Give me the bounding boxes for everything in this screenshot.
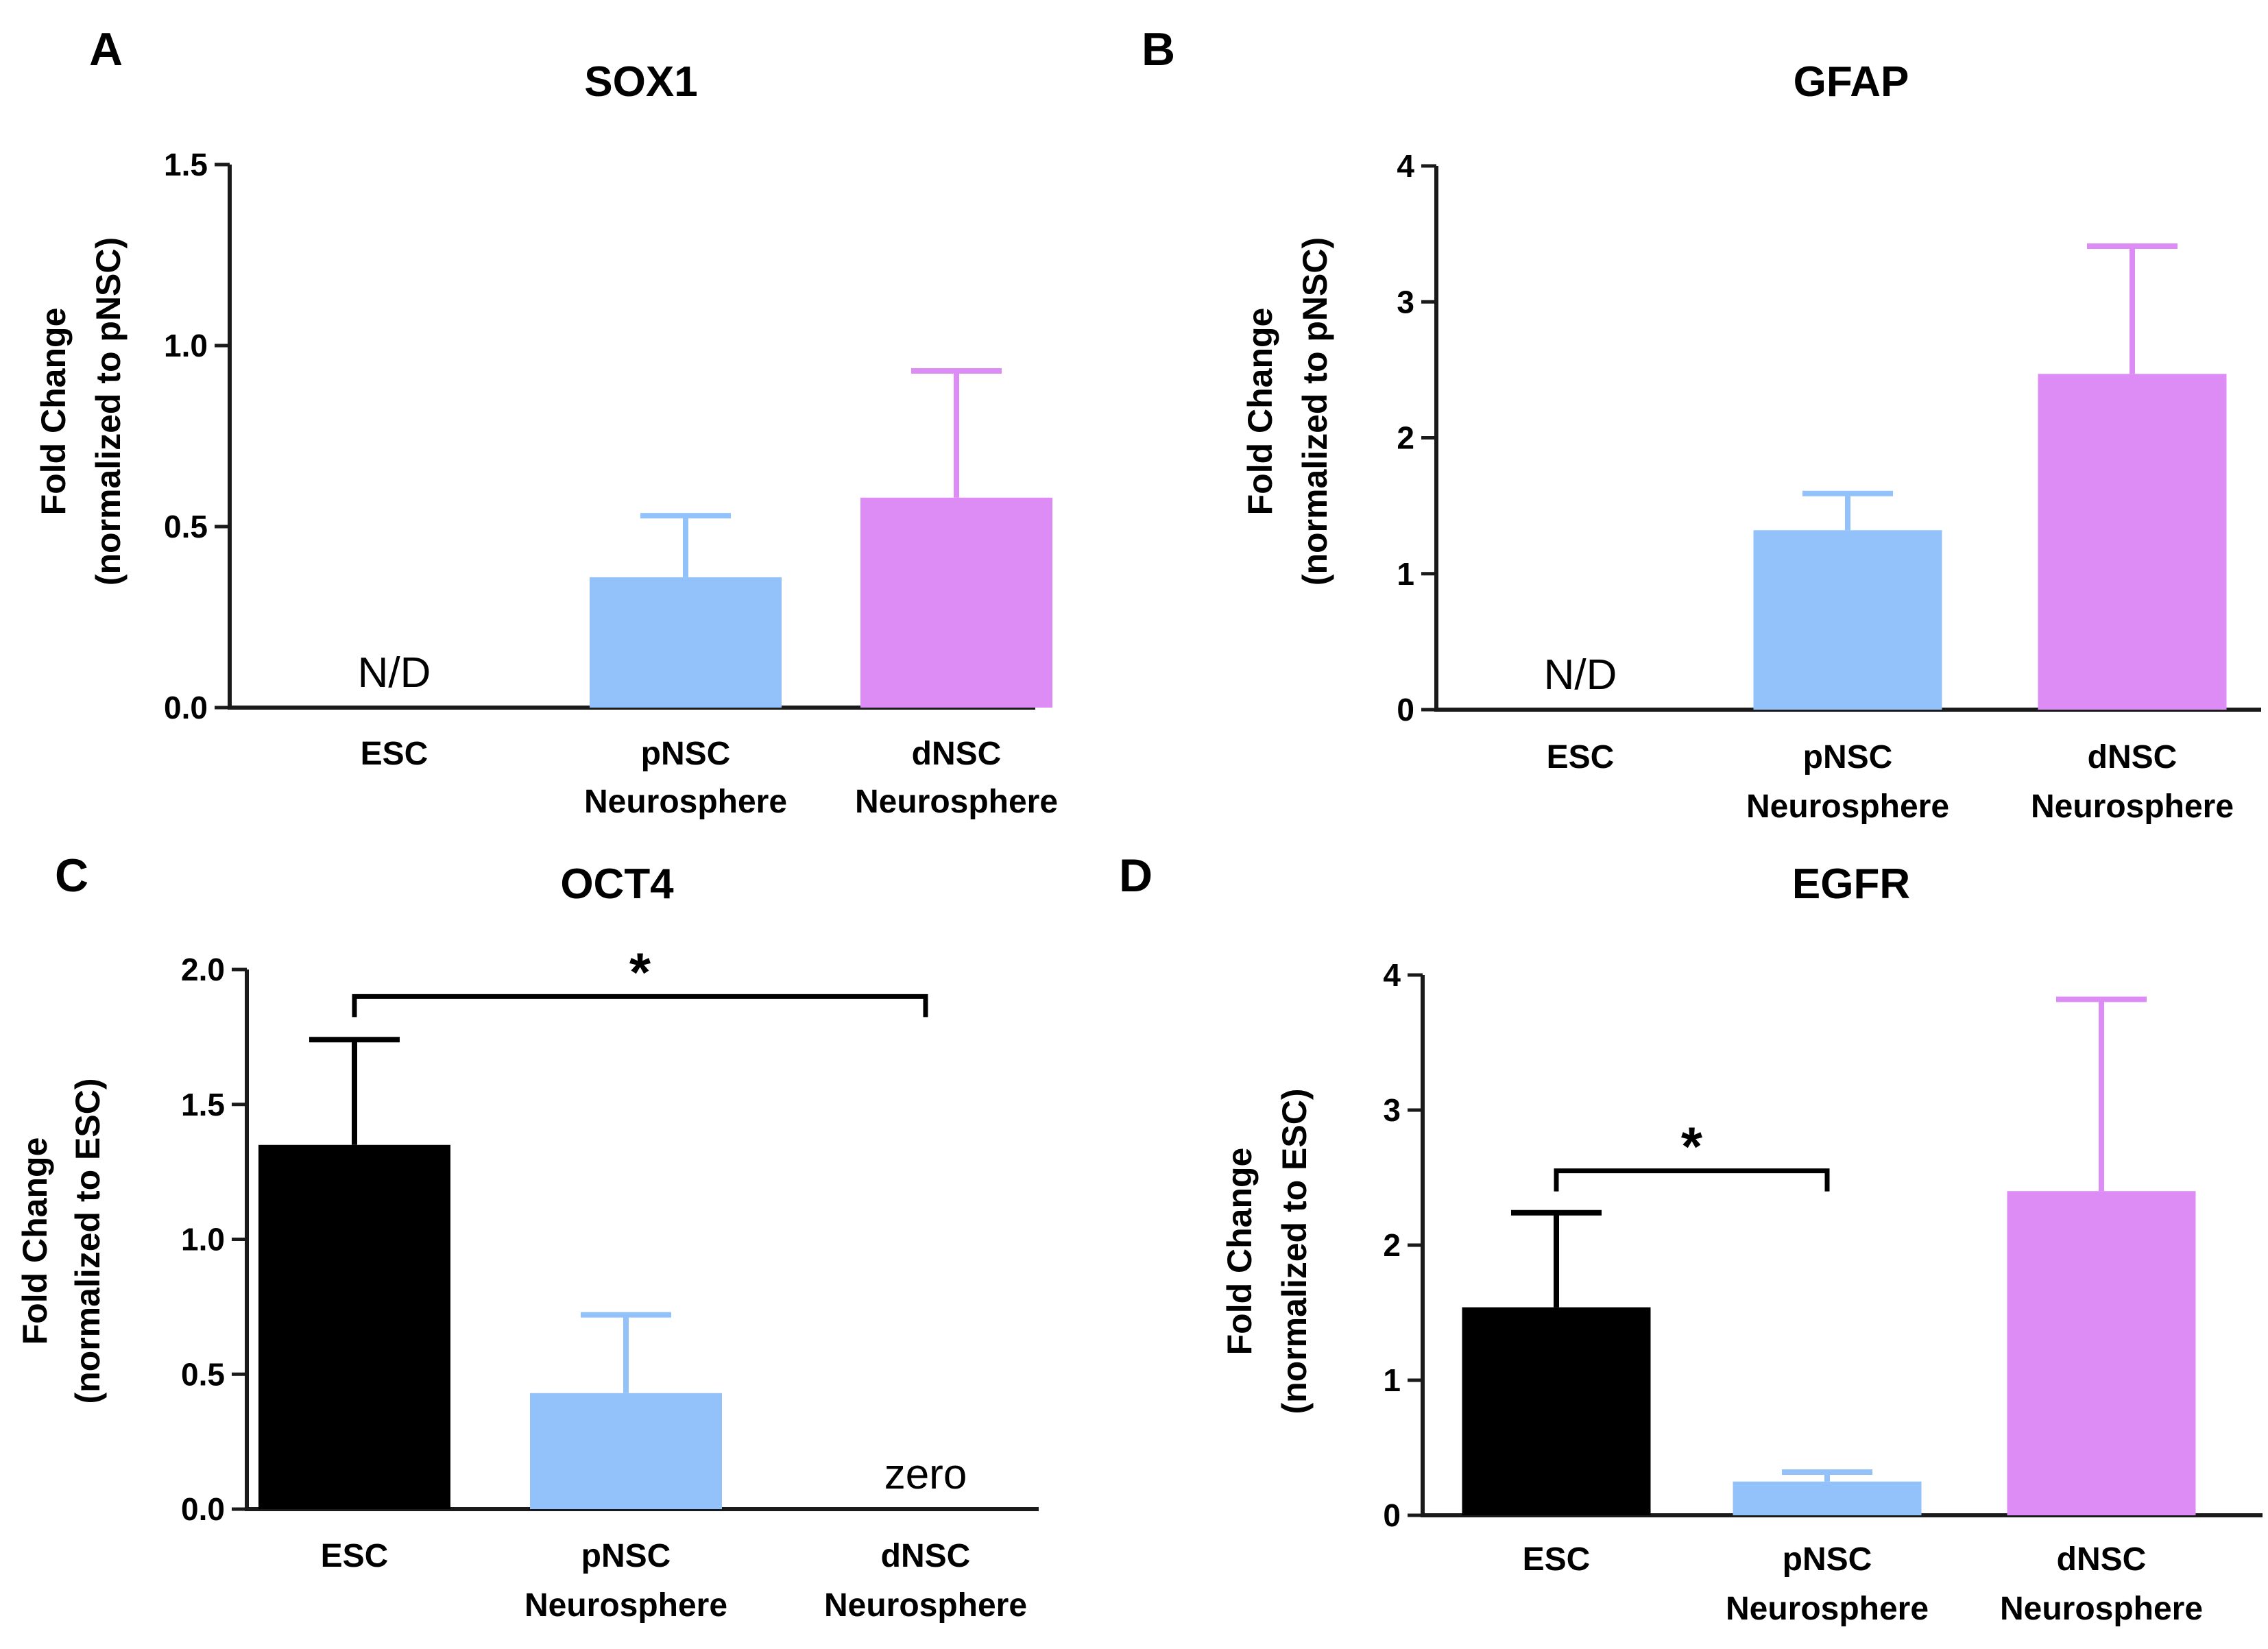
panel-b: B GFAP Fold Change (normalized to pNSC) 0 1 2 3… bbox=[1142, 23, 2261, 825]
y-tick-label: 0.5 bbox=[164, 509, 208, 544]
x-tick-label-line2: Neurosphere bbox=[2000, 1591, 2203, 1627]
x-tick-label-line2: Neurosphere bbox=[1726, 1591, 1929, 1627]
bar-annotation: zero bbox=[884, 1451, 967, 1498]
y-tick-label: 2 bbox=[1397, 420, 1414, 456]
x-tick-label: ESC bbox=[321, 1538, 389, 1574]
y-axis-label-line2: (normalized to ESC) bbox=[69, 1078, 107, 1404]
y-tick-label: 2.0 bbox=[181, 952, 225, 987]
y-tick-label: 0.5 bbox=[181, 1356, 225, 1392]
panel-c: C OCT4 Fold Change (normalized to ESC) 0.0 0.… bbox=[16, 850, 1039, 1624]
bar-pnsc bbox=[590, 577, 782, 708]
x-tick-label: ESC bbox=[361, 736, 429, 772]
x-tick-label: dNSC bbox=[2057, 1541, 2147, 1578]
panel-letter: A bbox=[89, 23, 123, 75]
significance-bracket bbox=[1554, 1168, 1830, 1192]
bar-annotation: N/D bbox=[358, 649, 431, 697]
x-tick-label: ESC bbox=[1523, 1541, 1591, 1578]
y-axis-label-line2: (normalized to pNSC) bbox=[89, 237, 128, 586]
panel-a: A SOX1 Fold Change (normalized to pNSC) 0.0 0… bbox=[34, 23, 1058, 820]
bar-pnsc bbox=[1753, 530, 1942, 710]
y-tick-label: 0 bbox=[1383, 1497, 1401, 1533]
chart-title: SOX1 bbox=[584, 58, 697, 106]
y-tick-label: 1.5 bbox=[181, 1087, 225, 1122]
y-tick-label: 1 bbox=[1397, 556, 1414, 592]
x-tick-label-line2: Neurosphere bbox=[855, 784, 1058, 820]
y-axis-label-line1: Fold Change bbox=[1220, 1148, 1259, 1356]
significance-star: * bbox=[1681, 1116, 1703, 1177]
x-tick-label-line2: Neurosphere bbox=[584, 784, 787, 820]
x-tick-label: dNSC bbox=[912, 736, 1002, 772]
x-tick-label: dNSC bbox=[881, 1538, 971, 1574]
y-tick-label: 1.0 bbox=[164, 328, 208, 363]
y-tick-label: 0.0 bbox=[164, 690, 208, 725]
x-tick-label-line2: Neurosphere bbox=[2031, 789, 2234, 825]
x-tick-label-line2: Neurosphere bbox=[824, 1587, 1027, 1624]
y-tick-label: 0 bbox=[1397, 692, 1414, 727]
bar-pnsc bbox=[530, 1393, 722, 1509]
x-tick-label-line2: Neurosphere bbox=[1746, 789, 1949, 825]
panel-letter: D bbox=[1119, 850, 1153, 902]
y-tick-label: 2 bbox=[1383, 1227, 1401, 1263]
panel-d: D EGFR Fold Change (normalized to ESC) 0 1 2 3 4… bbox=[1119, 850, 2263, 1627]
chart-title: EGFR bbox=[1792, 860, 1910, 908]
bar-esc bbox=[1462, 1307, 1651, 1515]
bar-esc bbox=[258, 1144, 450, 1509]
y-axis-label-line2: (normalized to pNSC) bbox=[1296, 237, 1334, 586]
y-axis-label-line1: Fold Change bbox=[16, 1138, 54, 1345]
panel-letter: C bbox=[55, 850, 88, 902]
x-tick-label: dNSC bbox=[2088, 739, 2177, 775]
x-tick-label: pNSC bbox=[581, 1538, 671, 1574]
bar-dnsc bbox=[2038, 374, 2227, 710]
bar-annotation: N/D bbox=[1544, 651, 1617, 699]
y-axis-label-line2: (normalized to ESC) bbox=[1275, 1088, 1314, 1414]
y-tick-label: 3 bbox=[1397, 284, 1414, 320]
y-tick-label: 1.0 bbox=[181, 1222, 225, 1257]
y-tick-label: 1.5 bbox=[164, 147, 208, 182]
bar-dnsc bbox=[2007, 1191, 2196, 1515]
x-tick-label: pNSC bbox=[641, 736, 731, 772]
x-tick-label: pNSC bbox=[1803, 739, 1893, 775]
y-tick-label: 4 bbox=[1383, 957, 1401, 993]
significance-star: * bbox=[629, 941, 651, 1002]
y-axis-label-line1: Fold Change bbox=[1241, 308, 1279, 516]
significance-bracket bbox=[352, 994, 928, 1018]
y-tick-label: 4 bbox=[1397, 148, 1414, 184]
y-axis-label-line1: Fold Change bbox=[34, 308, 73, 516]
bar-dnsc bbox=[860, 497, 1052, 708]
bar-pnsc bbox=[1733, 1481, 1922, 1515]
x-tick-label-line2: Neurosphere bbox=[524, 1587, 727, 1624]
y-tick-label: 0.0 bbox=[181, 1491, 225, 1527]
x-tick-label: pNSC bbox=[1783, 1541, 1872, 1578]
chart-title: OCT4 bbox=[560, 860, 674, 908]
x-tick-label: ESC bbox=[1547, 739, 1615, 775]
y-tick-label: 3 bbox=[1383, 1092, 1401, 1128]
y-tick-label: 1 bbox=[1383, 1362, 1401, 1398]
chart-title: GFAP bbox=[1794, 58, 1909, 106]
panel-letter: B bbox=[1142, 23, 1175, 75]
